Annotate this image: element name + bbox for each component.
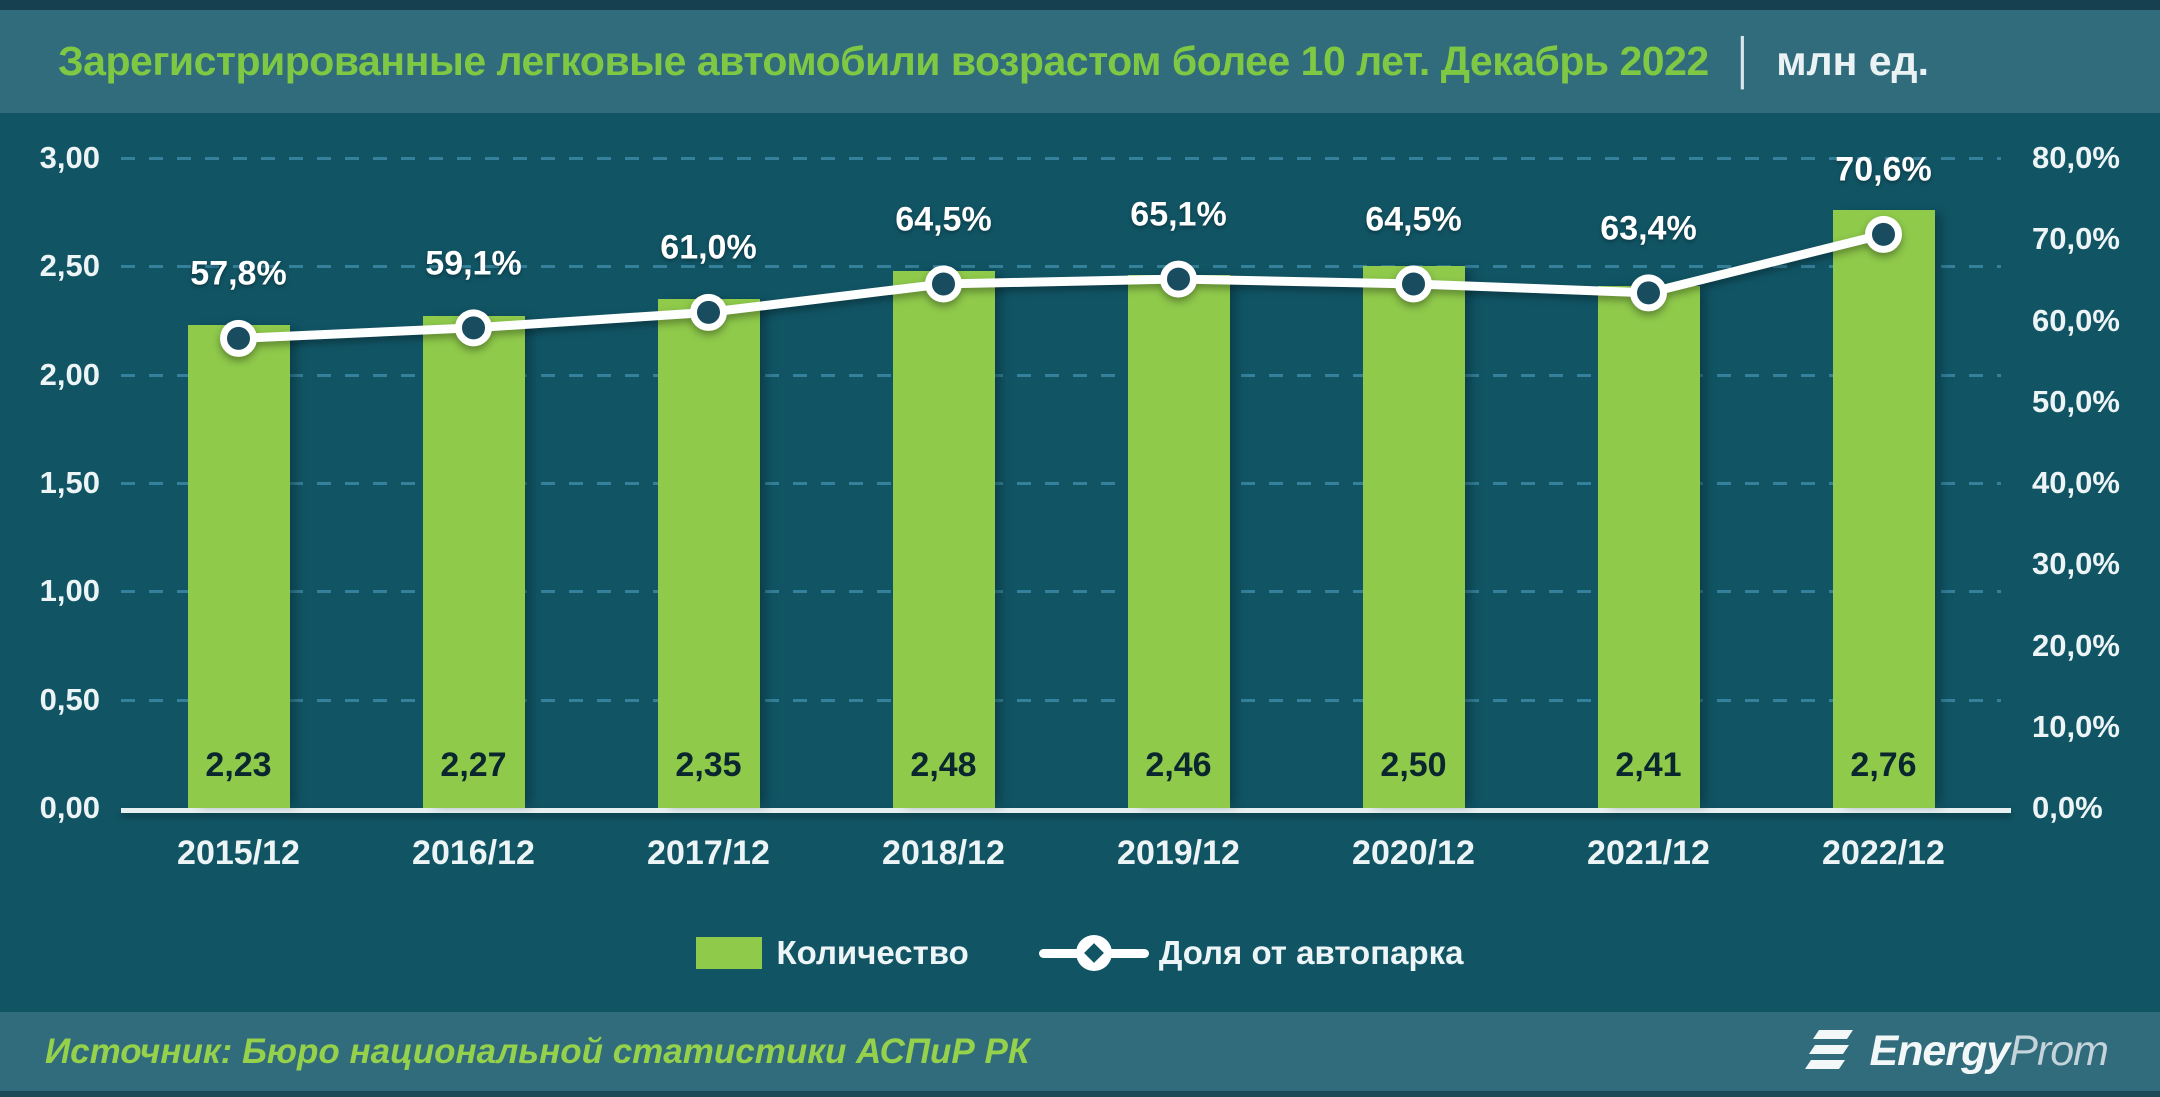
line-value-label: 59,1% xyxy=(425,244,522,283)
bar-value-label: 2,23 xyxy=(205,746,272,784)
bar xyxy=(1127,275,1230,808)
line-point-marker xyxy=(455,309,492,347)
legend-label-quantity: Количество xyxy=(776,934,969,971)
gridline xyxy=(121,590,2001,594)
line-value-label: 57,8% xyxy=(190,254,287,293)
bar-value-label: 2,76 xyxy=(1850,746,1917,784)
legend-item-quantity: Количество xyxy=(696,934,969,972)
legend-item-share: Доля от автопарка xyxy=(1038,933,1464,973)
footer-bar: Источник: Бюро национальной статистики А… xyxy=(0,1012,2160,1091)
line-value-label: 64,5% xyxy=(895,200,992,239)
right-axis-tick-label: 20,0% xyxy=(2032,627,2120,663)
x-axis-category-label: 2016/12 xyxy=(412,834,535,872)
bar xyxy=(1597,285,1700,808)
line-value-label: 64,5% xyxy=(1365,200,1462,239)
bar xyxy=(1362,266,1465,808)
line-point-marker xyxy=(1865,215,1902,253)
top-accent-strip xyxy=(0,0,2160,10)
right-axis-tick-label: 80,0% xyxy=(2032,140,2120,175)
x-axis-line xyxy=(121,808,2011,813)
line-value-label: 63,4% xyxy=(1600,209,1697,248)
gridline xyxy=(121,698,2001,702)
line-point-marker xyxy=(1630,274,1667,312)
bar-value-label: 2,27 xyxy=(440,746,507,784)
title-separator: │ xyxy=(1730,36,1759,86)
gridline xyxy=(121,265,2001,269)
legend-label-share: Доля от автопарка xyxy=(1158,934,1464,971)
bar xyxy=(422,316,525,808)
line-point-marker xyxy=(925,265,962,303)
right-axis-tick-label: 30,0% xyxy=(2032,546,2120,582)
right-axis-tick-label: 0,0% xyxy=(2032,790,2103,825)
x-axis-category-label: 2017/12 xyxy=(647,834,770,872)
right-axis-tick-label: 10,0% xyxy=(2032,708,2120,744)
line-value-label: 70,6% xyxy=(1835,150,1932,189)
bar-value-label: 2,50 xyxy=(1380,746,1447,784)
bar xyxy=(1832,210,1935,808)
bar-value-label: 2,35 xyxy=(675,746,742,784)
right-axis-tick-label: 50,0% xyxy=(2032,383,2120,419)
bar-value-label: 2,46 xyxy=(1145,746,1212,784)
chart-legend: Количество Доля от автопарка xyxy=(0,933,2160,973)
energyprom-logo: Energy Prom xyxy=(1803,1026,2109,1078)
left-axis-tick-label: 0,50 xyxy=(39,681,100,717)
bar xyxy=(187,324,290,808)
x-axis-category-label: 2015/12 xyxy=(177,834,300,872)
source-text: Источник: Бюро национальной статистики А… xyxy=(45,1031,1030,1071)
line-point-marker xyxy=(690,293,727,331)
left-axis-tick-label: 1,50 xyxy=(39,465,100,500)
x-axis-category-label: 2022/12 xyxy=(1822,834,1945,872)
line-point-marker xyxy=(220,319,257,357)
line-value-label: 65,1% xyxy=(1130,195,1227,234)
bar xyxy=(657,298,760,808)
gridline xyxy=(121,373,2001,377)
line-point-marker xyxy=(1395,265,1432,303)
bar xyxy=(892,270,995,808)
gridline xyxy=(121,157,2001,160)
bar-value-label: 2,41 xyxy=(1615,746,1682,784)
bottom-accent-strip xyxy=(0,1091,2160,1097)
legend-bar-swatch-icon xyxy=(696,937,763,969)
left-axis-tick-label: 3,00 xyxy=(39,140,100,175)
bar-value-label: 2,48 xyxy=(910,746,977,784)
legend-line-marker-icon xyxy=(1038,933,1149,973)
line-point-marker xyxy=(1160,260,1197,298)
chart-plot-area: Количество Доля от автопарка 3,00 2,50 2,0… xyxy=(0,113,2160,1012)
x-axis-category-label: 2021/12 xyxy=(1587,834,1710,872)
gridline xyxy=(121,482,2001,485)
x-axis-category-label: 2018/12 xyxy=(882,834,1005,872)
right-axis-tick-label: 70,0% xyxy=(2032,221,2120,257)
title-bar: Зарегистрированные легковые автомобили в… xyxy=(0,10,2160,113)
logo-text-energy: Energy xyxy=(1869,1027,2010,1075)
logo-text-prom: Prom xyxy=(2009,1027,2109,1075)
page-title: Зарегистрированные легковые автомобили в… xyxy=(58,38,1709,84)
left-axis-tick-label: 2,50 xyxy=(39,248,100,284)
left-axis-tick-label: 1,00 xyxy=(39,573,100,609)
line-value-label: 61,0% xyxy=(660,228,757,267)
title-unit: млн ед. xyxy=(1776,38,1929,84)
energyprom-logo-icon xyxy=(1805,1029,1854,1069)
x-axis-category-label: 2019/12 xyxy=(1117,834,1240,872)
x-axis-category-label: 2020/12 xyxy=(1352,834,1475,872)
left-axis-tick-label: 0,00 xyxy=(39,790,100,825)
share-line-series xyxy=(220,215,1902,357)
left-axis-tick-label: 2,00 xyxy=(39,356,100,392)
right-axis-tick-label: 60,0% xyxy=(2032,302,2120,338)
right-axis-tick-label: 40,0% xyxy=(2032,465,2120,500)
